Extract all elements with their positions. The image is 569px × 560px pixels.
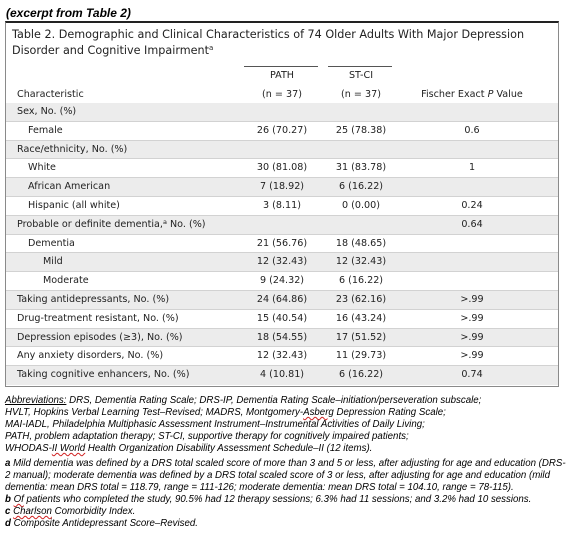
stci-value: 0 (0.00): [341, 199, 380, 211]
excerpt-label: (excerpt from Table 2): [6, 6, 131, 20]
footnote-c: c Charlson Comorbidity Index.: [5, 506, 136, 517]
table-row: Taking cognitive enhancers, No. (%) 4 (10…: [6, 366, 558, 385]
p-value-header-text: Fischer Exact P Value: [421, 89, 523, 100]
caption-footnote-marker: a: [208, 44, 214, 52]
table-row: Depression episodes (≥3), No. (%) 18 (54.…: [6, 328, 558, 348]
path-n-header: (n = 37): [262, 89, 302, 100]
stci-value: 16 (43.24): [335, 312, 387, 324]
path-value: 26 (70.27): [256, 124, 308, 136]
row-label: Any anxiety disorders, No. (%): [17, 350, 164, 362]
table-row: Female 26 (70.27) 25 (78.38) 0.6: [6, 122, 558, 141]
table-row: Race/ethnicity, No. (%): [6, 140, 558, 160]
table-row: Taking antidepressants, No. (%) 24 (64.86…: [6, 290, 558, 310]
abbreviations-line-5: WHODAS-II World Health Organization Disa…: [5, 443, 373, 454]
footnote-b: b Of patients who completed the study, 9…: [5, 494, 532, 505]
abbreviations-line-1: Abbreviations: DRS, Dementia Rating Scal…: [5, 395, 482, 406]
table-caption: Table 2. Demographic and Clinical Charac…: [12, 27, 552, 59]
table-row: White 30 (81.08) 31 (83.78) 1: [6, 159, 558, 179]
path-value: 12 (32.43): [256, 350, 308, 362]
row-label: Mild: [43, 256, 63, 268]
path-value: 30 (81.08): [256, 162, 308, 174]
path-column-rule: [244, 66, 318, 67]
row-label: Female: [28, 124, 63, 136]
stci-n-header: (n = 37): [341, 89, 381, 100]
p-value: >.99: [460, 331, 484, 343]
stci-value: 17 (51.52): [335, 331, 387, 343]
p-value: >.99: [460, 350, 484, 362]
stci-value: 23 (62.16): [335, 293, 387, 305]
p-value: 0.6: [464, 124, 480, 136]
path-value: 24 (64.86): [256, 293, 308, 305]
stci-value: 31 (83.78): [335, 162, 387, 174]
row-label: White: [28, 162, 56, 174]
p-value-column-header: Fischer Exact P Value: [420, 89, 524, 100]
path-value: 3 (8.11): [262, 199, 301, 211]
table-row: Hispanic (all white) 3 (8.11) 0 (0.00) 0.24: [6, 197, 558, 216]
stci-value: 6 (16.22): [338, 369, 384, 381]
table-row: Probable or definite dementia,a No. (%) 0…: [6, 215, 558, 235]
row-label: Dementia: [28, 237, 75, 249]
abbreviations-line-2: HVLT, Hopkins Verbal Learning Test–Revis…: [5, 407, 446, 418]
row-label: Hispanic (all white): [28, 199, 120, 211]
stci-value: 6 (16.22): [338, 275, 384, 287]
path-value: 15 (40.54): [256, 312, 308, 324]
path-value: 21 (56.76): [256, 237, 308, 249]
stci-value: 25 (78.38): [335, 124, 387, 136]
p-value: 0.64: [461, 218, 483, 230]
row-label: Moderate: [43, 275, 89, 287]
table-row: Dementia 21 (56.76) 18 (48.65): [6, 235, 558, 254]
p-value: 0.24: [461, 199, 483, 211]
table-row: African American 7 (18.92) 6 (16.22): [6, 178, 558, 197]
stci-column-header: ST-CI: [348, 70, 374, 81]
caption-text: Table 2. Demographic and Clinical Charac…: [12, 28, 525, 57]
characteristic-column-header: Characteristic: [17, 89, 84, 100]
table-row: Sex, No. (%): [6, 103, 558, 122]
table-2: Table 2. Demographic and Clinical Charac…: [5, 21, 559, 387]
stci-value: 18 (48.65): [335, 237, 387, 249]
footnote-d: d Composite Antidepressant Score–Revised…: [5, 518, 198, 529]
abbreviations-label: Abbreviations:: [5, 395, 67, 406]
table-row: Any anxiety disorders, No. (%) 12 (32.43)…: [6, 347, 558, 367]
path-value: 7 (18.92): [259, 181, 305, 193]
footnote-a: a Mild dementia was defined by a DRS tot…: [5, 458, 566, 493]
row-label: Sex, No. (%): [17, 106, 77, 117]
stci-value: 6 (16.22): [338, 181, 384, 193]
path-column-header: PATH: [269, 70, 295, 81]
p-value: >.99: [460, 312, 484, 324]
row-label: Depression episodes (≥3), No. (%): [17, 331, 183, 343]
p-value: 0.74: [461, 369, 483, 381]
row-label: Taking cognitive enhancers, No. (%): [17, 369, 190, 381]
p-value: >.99: [460, 293, 484, 305]
row-label: Race/ethnicity, No. (%): [17, 143, 128, 155]
table-body: Sex, No. (%) Female 26 (70.27) 25 (78.38) 0.…: [6, 103, 558, 385]
row-label: Drug-treatment resistant, No. (%): [17, 312, 179, 324]
abbreviations-line-4: PATH, problem adaptation therapy; ST-CI,…: [5, 431, 409, 442]
stci-column-rule: [328, 66, 392, 67]
path-value: 4 (10.81): [259, 369, 305, 381]
footnotes: Abbreviations: DRS, Dementia Rating Scal…: [5, 395, 567, 530]
row-footnote-marker: a: [162, 217, 167, 226]
abbreviations-line-3: MAI-IADL, Philadelphia Multiphasic Asses…: [5, 419, 425, 430]
row-label: Probable or definite dementia,a No. (%): [17, 217, 206, 230]
stci-value: 11 (29.73): [335, 350, 387, 362]
path-value: 18 (54.55): [256, 331, 308, 343]
p-value: 1: [468, 162, 476, 174]
row-label: African American: [28, 181, 111, 193]
table-row: Mild 12 (32.43) 12 (32.43): [6, 253, 558, 273]
table-row: Drug-treatment resistant, No. (%) 15 (40.…: [6, 310, 558, 329]
table-row: Moderate 9 (24.32) 6 (16.22): [6, 272, 558, 291]
path-value: 9 (24.32): [259, 275, 305, 287]
row-label: Taking antidepressants, No. (%): [17, 293, 170, 305]
path-value: 12 (32.43): [256, 256, 308, 268]
stci-value: 12 (32.43): [335, 256, 387, 268]
